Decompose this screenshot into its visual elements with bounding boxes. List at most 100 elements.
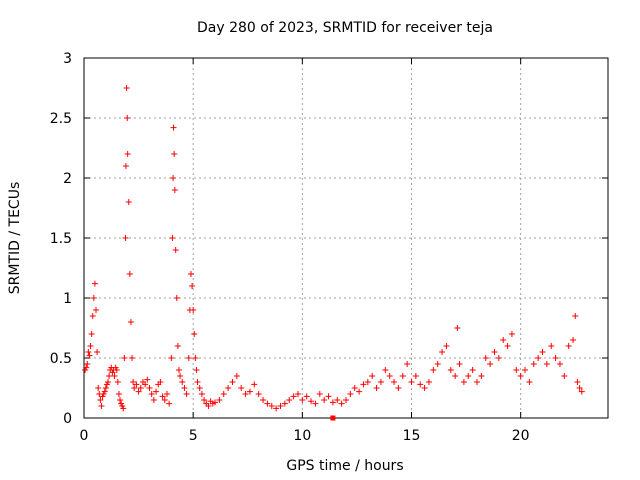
data-point [561, 373, 568, 379]
data-point [173, 295, 180, 301]
data-point [439, 349, 446, 355]
data-point [321, 397, 328, 403]
data-point [170, 124, 177, 131]
data-point [88, 331, 95, 337]
chart-title: Day 280 of 2023, SRMTID for receiver tej… [197, 20, 493, 36]
data-point [478, 373, 485, 379]
data-point [196, 385, 203, 391]
data-point [522, 367, 529, 373]
data-point [90, 295, 97, 301]
data-point [517, 373, 524, 379]
y-tick-label: 2 [63, 171, 72, 187]
data-point [174, 343, 181, 349]
data-point [574, 379, 581, 385]
data-point [299, 397, 306, 403]
data-point [308, 398, 315, 405]
data-point [216, 397, 223, 403]
data-point [163, 391, 170, 397]
data-point [101, 388, 108, 395]
data-point [535, 355, 542, 361]
data-point [83, 364, 90, 371]
data-point [369, 373, 376, 379]
data-point [526, 379, 533, 385]
data-point [443, 343, 450, 349]
x-tick-label: 0 [80, 428, 89, 444]
data-point [487, 361, 494, 367]
data-point [175, 367, 182, 373]
data-point [106, 373, 113, 379]
data-point [286, 397, 293, 403]
x-tick-label: 10 [293, 428, 311, 444]
data-point [303, 393, 310, 400]
grid-lines [84, 58, 608, 418]
data-point [290, 393, 297, 400]
data-point [255, 391, 262, 397]
data-point [120, 405, 127, 412]
data-point [491, 349, 498, 355]
data-point [572, 313, 579, 319]
x-axis-label: GPS time / hours [286, 458, 403, 474]
data-point [391, 379, 398, 385]
data-point [189, 283, 196, 289]
data-point [153, 388, 160, 395]
data-point [504, 343, 511, 349]
data-point [343, 397, 349, 403]
data-point [137, 385, 144, 391]
y-tick-label: 1.5 [50, 231, 72, 247]
data-point [161, 397, 168, 403]
data-point [338, 400, 345, 407]
y-tick-label: 0 [63, 411, 72, 427]
y-tick-label: 3 [63, 51, 72, 67]
data-point [91, 280, 98, 287]
data-point [126, 271, 133, 277]
data-point [181, 385, 188, 391]
x-tick-label: 20 [512, 428, 530, 444]
data-point [347, 391, 354, 397]
data-point [183, 391, 190, 397]
data-point [430, 367, 437, 373]
y-axis-label: SRMTID / TECUs [7, 182, 23, 295]
data-point [500, 337, 507, 343]
data-point [229, 379, 236, 385]
data-point [124, 151, 131, 157]
data-point [169, 235, 176, 241]
data-point [187, 271, 194, 277]
data-point [399, 373, 406, 379]
data-point [93, 307, 100, 313]
data-point [456, 361, 463, 367]
data-point [425, 379, 432, 385]
data-point [382, 367, 389, 373]
data-point [395, 385, 402, 391]
data-point [377, 379, 384, 385]
data-point [166, 400, 173, 407]
data-point [191, 331, 198, 337]
data-point [87, 343, 94, 349]
data-point [539, 349, 546, 355]
data-point [578, 388, 585, 395]
data-point [474, 379, 480, 385]
axis-ticks: 0 5 10 15 20 0 0.5 1 1.5 2 2.5 3 [50, 51, 608, 444]
data-point [277, 403, 284, 409]
data-point [552, 355, 559, 361]
data-point [135, 388, 142, 395]
data-point [360, 381, 367, 388]
data-point [356, 388, 363, 395]
data-point [171, 151, 178, 157]
data-point [543, 361, 550, 367]
data-point [177, 373, 184, 379]
data-point [281, 400, 288, 407]
data-point [238, 385, 245, 391]
data-point [198, 391, 205, 397]
data-point [452, 373, 459, 379]
data-point [434, 361, 441, 367]
data-point [123, 85, 130, 91]
y-tick-label: 1 [63, 291, 72, 307]
data-point [114, 379, 121, 385]
data-point [121, 355, 128, 361]
data-point [246, 388, 253, 395]
data-point [205, 403, 212, 409]
data-point [157, 379, 164, 385]
data-point [95, 385, 102, 391]
data-point [111, 373, 118, 379]
data-point [142, 381, 149, 388]
